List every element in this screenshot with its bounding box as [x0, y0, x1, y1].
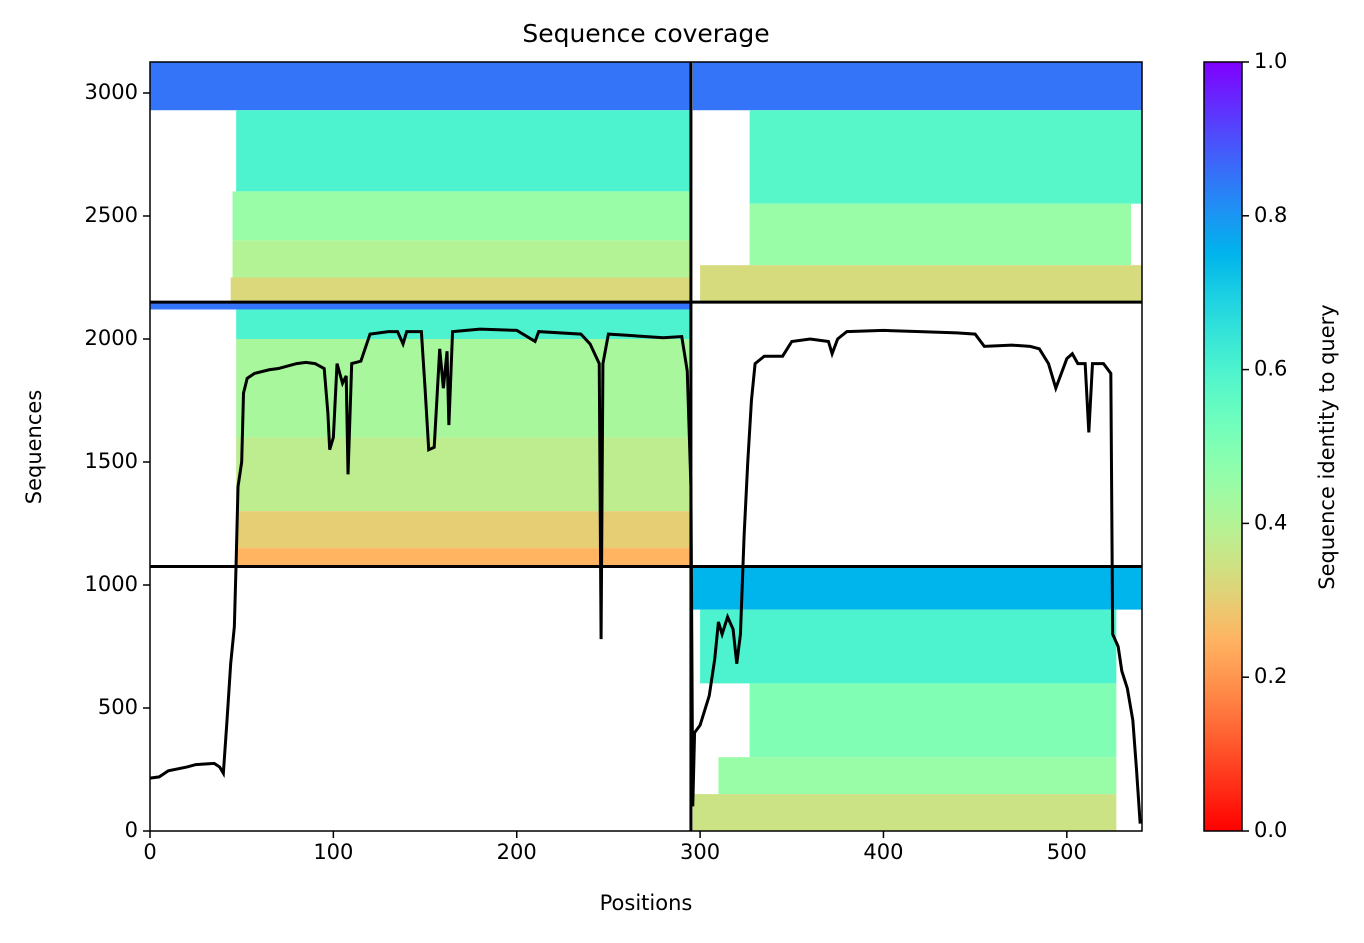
coverage-band — [236, 338, 691, 438]
x-tick-label: 0 — [143, 840, 156, 864]
y-tick-label: 2000 — [85, 326, 138, 350]
y-tick-label: 2500 — [85, 203, 138, 227]
colorbar-tick-label: 0.6 — [1254, 357, 1287, 381]
colorbar-tick-label: 0.0 — [1254, 818, 1287, 842]
coverage-band — [150, 302, 691, 310]
coverage-band — [236, 511, 691, 549]
colorbar-label: Sequence identity to query — [1315, 304, 1339, 589]
coverage-band — [749, 110, 1142, 204]
coverage-band — [700, 609, 1117, 684]
x-tick-label: 300 — [680, 840, 720, 864]
coverage-band — [749, 683, 1117, 758]
colorbar-tick-label: 1.0 — [1254, 49, 1287, 73]
coverage-line — [149, 327, 1142, 824]
x-tick-label: 100 — [313, 840, 353, 864]
coverage-band — [236, 548, 691, 567]
coverage-band — [700, 265, 1142, 303]
y-tick-label: 0 — [125, 818, 138, 842]
x-tick-label: 500 — [1047, 840, 1087, 864]
coverage-band — [150, 62, 691, 111]
coverage-band — [692, 62, 1142, 111]
colorbar-tick-label: 0.2 — [1254, 664, 1287, 688]
x-tick-label: 200 — [497, 840, 537, 864]
coverage-band — [692, 566, 1142, 610]
y-tick-label: 500 — [98, 695, 138, 719]
y-tick-label: 3000 — [85, 80, 138, 104]
colorbar-tick-label: 0.4 — [1254, 510, 1287, 534]
coverage-band — [718, 757, 1117, 795]
y-tick-label: 1500 — [85, 449, 138, 473]
coverage-band — [230, 277, 691, 303]
y-axis-label: Sequences — [22, 390, 46, 505]
x-tick-label: 400 — [863, 840, 903, 864]
coverage-band — [692, 794, 1117, 831]
colorbar — [1203, 61, 1243, 832]
coverage-band — [232, 240, 691, 278]
colorbar-tick-label: 0.8 — [1254, 203, 1287, 227]
coverage-band — [749, 203, 1131, 266]
y-tick-label: 1000 — [85, 572, 138, 596]
coverage-band — [236, 110, 691, 192]
plot-frame — [149, 61, 1143, 832]
coverage-band — [236, 437, 691, 512]
x-axis-label: Positions — [600, 891, 693, 915]
chart-title: Sequence coverage — [522, 19, 769, 48]
coverage-band — [232, 191, 691, 241]
